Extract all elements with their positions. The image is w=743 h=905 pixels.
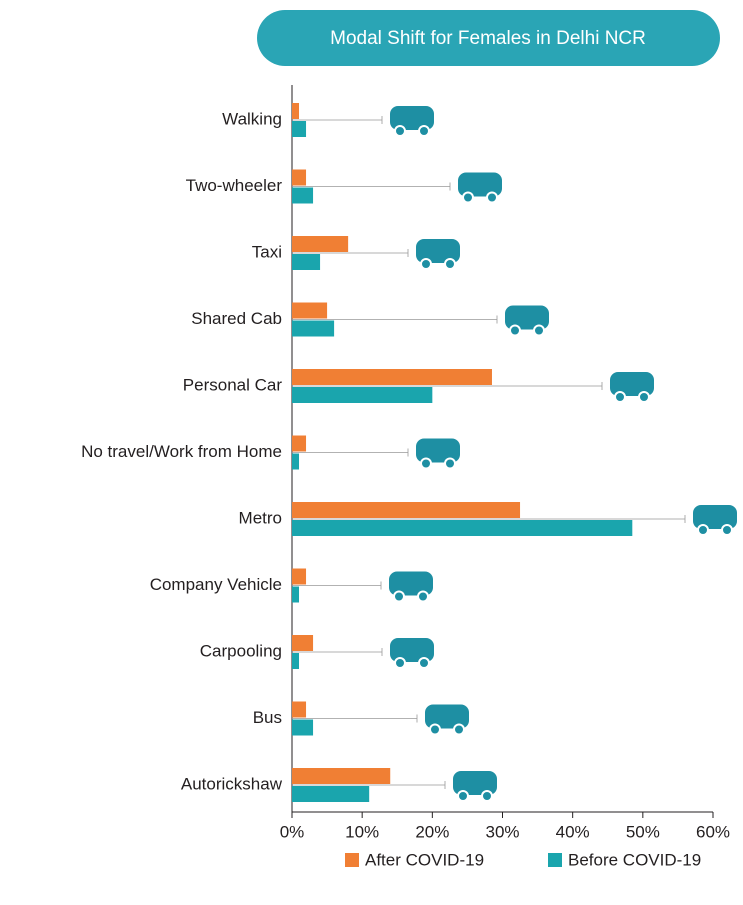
mode-icon-wheel: [462, 191, 474, 204]
mode-icon-wheel: [420, 457, 432, 470]
y-tick-label: No travel/Work from Home: [81, 442, 282, 461]
mode-icon-wheel: [394, 125, 406, 137]
bar: [292, 121, 307, 137]
mode-icon-wheel: [420, 258, 432, 270]
y-tick-label: Autorickshaw: [181, 774, 283, 793]
mode-icon-wheel: [638, 391, 650, 403]
bar: [292, 520, 633, 536]
mode-icon: [425, 704, 469, 729]
y-tick-label: Metro: [239, 508, 282, 527]
y-tick-label: Carpooling: [200, 641, 282, 660]
mode-icon-wheel: [486, 191, 498, 204]
mode-icon-wheel: [418, 125, 430, 137]
bar: [292, 435, 307, 452]
bar: [292, 169, 307, 186]
y-tick-label: Company Vehicle: [150, 575, 282, 594]
mode-icon: [693, 505, 737, 529]
legend-swatch: [548, 853, 562, 867]
bar: [292, 568, 307, 585]
mode-icon-wheel: [697, 524, 709, 536]
mode-icon-wheel: [418, 657, 430, 669]
mode-icon-wheel: [444, 457, 456, 470]
y-tick-label: Two-wheeler: [186, 176, 283, 195]
bar: [292, 586, 300, 603]
x-tick-label: 40%: [556, 822, 590, 841]
mode-icon: [505, 305, 549, 330]
y-tick-label: Walking: [222, 109, 282, 128]
bar: [292, 387, 433, 403]
mode-icon: [610, 372, 654, 396]
mode-icon-wheel: [509, 324, 521, 337]
mode-icon: [389, 571, 433, 596]
mode-icon-wheel: [393, 590, 405, 603]
x-tick-label: 10%: [345, 822, 379, 841]
mode-icon-wheel: [444, 258, 456, 270]
bar: [292, 653, 300, 669]
bar: [292, 320, 335, 337]
mode-icon-wheel: [417, 590, 429, 603]
mode-icon-wheel: [614, 391, 626, 403]
x-tick-label: 50%: [626, 822, 660, 841]
x-tick-label: 0%: [280, 822, 305, 841]
mode-icon-wheel: [721, 524, 733, 536]
y-tick-label: Personal Car: [183, 375, 283, 394]
mode-icon-wheel: [457, 790, 469, 802]
bar: [292, 302, 328, 319]
bar: [292, 701, 307, 718]
x-tick-label: 60%: [696, 822, 730, 841]
mode-icon: [453, 771, 497, 795]
mode-icon-wheel: [453, 723, 465, 736]
bar: [292, 254, 321, 270]
x-tick-label: 30%: [485, 822, 519, 841]
mode-icon: [416, 239, 460, 263]
legend-label: After COVID-19: [365, 850, 484, 869]
bar: [292, 103, 300, 119]
bar: [292, 786, 370, 802]
mode-icon: [416, 438, 460, 463]
mode-icon-wheel: [481, 790, 493, 802]
title-pill: [257, 10, 720, 66]
x-tick-label: 20%: [415, 822, 449, 841]
mode-icon-wheel: [429, 723, 441, 736]
y-tick-label: Shared Cab: [191, 309, 282, 328]
y-tick-label: Bus: [253, 708, 282, 727]
mode-icon-wheel: [394, 657, 406, 669]
legend-swatch: [345, 853, 359, 867]
mode-icon: [390, 106, 434, 130]
mode-icon-wheel: [533, 324, 545, 337]
bar: [292, 236, 349, 252]
bar: [292, 502, 521, 518]
bar: [292, 453, 300, 470]
bar: [292, 719, 314, 736]
legend-label: Before COVID-19: [568, 850, 701, 869]
bar: [292, 635, 314, 651]
mode-icon: [458, 172, 502, 197]
chart-title: Modal Shift for Females in Delhi NCR: [330, 28, 646, 49]
bar: [292, 187, 314, 204]
y-tick-label: Taxi: [252, 242, 282, 261]
bar: [292, 768, 391, 784]
mode-icon: [390, 638, 434, 662]
bar: [292, 369, 492, 385]
